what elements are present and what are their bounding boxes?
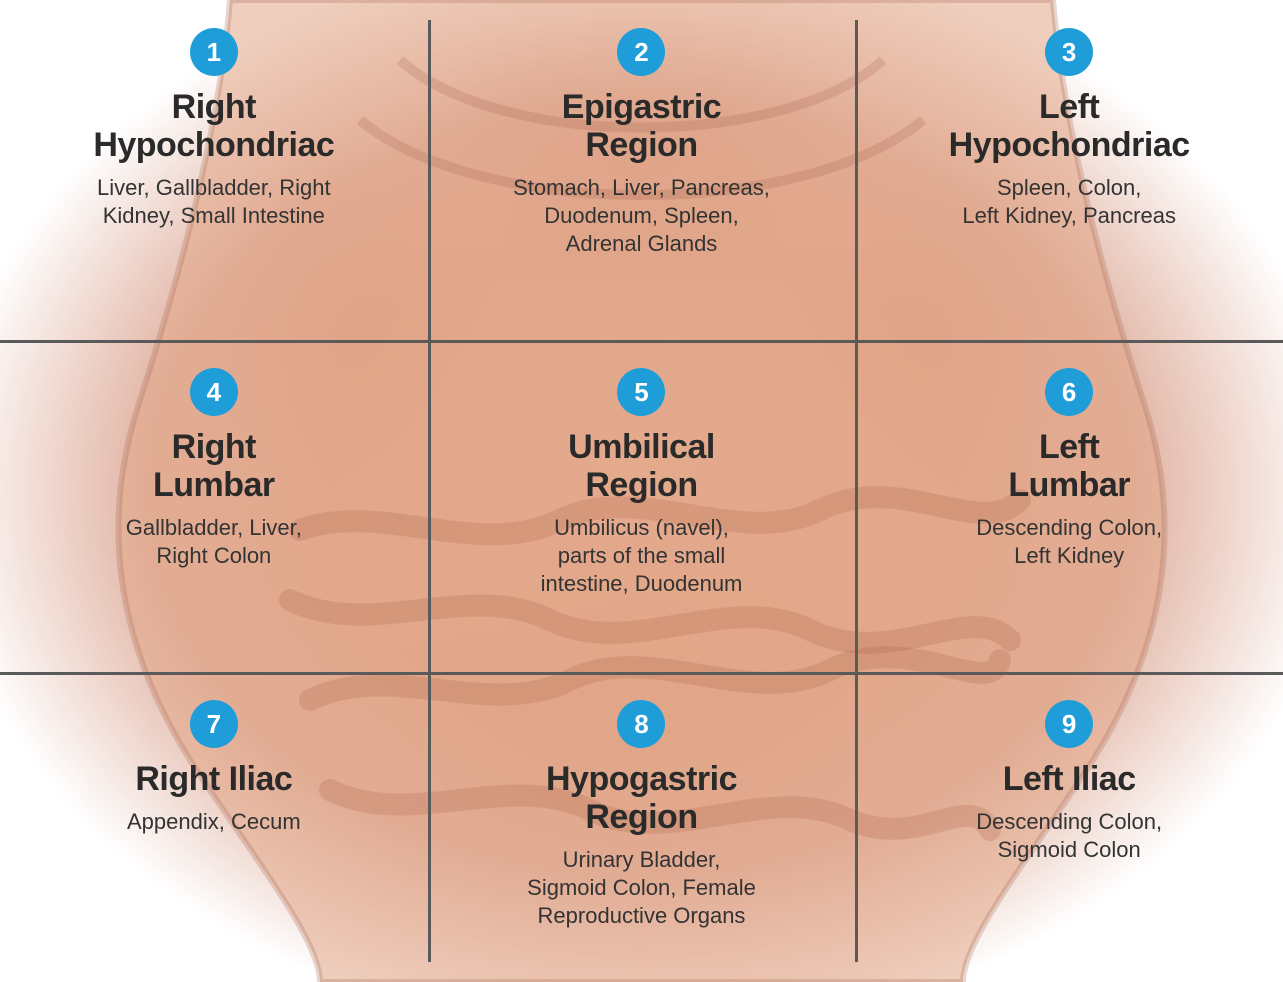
regions-grid: 1 Right Hypochondriac Liver, Gallbladder… bbox=[0, 0, 1283, 982]
region-title: Right Hypochondriac bbox=[93, 88, 334, 164]
region-hypogastric: 8 Hypogastric Region Urinary Bladder, Si… bbox=[428, 672, 856, 982]
region-badge: 7 bbox=[190, 700, 238, 748]
region-badge: 5 bbox=[617, 368, 665, 416]
region-badge: 8 bbox=[617, 700, 665, 748]
region-title: Right Lumbar bbox=[153, 428, 275, 504]
region-left-iliac: 9 Left Iliac Descending Colon, Sigmoid C… bbox=[855, 672, 1283, 982]
region-badge: 6 bbox=[1045, 368, 1093, 416]
region-organs: Spleen, Colon, Left Kidney, Pancreas bbox=[962, 174, 1176, 230]
region-badge: 3 bbox=[1045, 28, 1093, 76]
region-title: Left Lumbar bbox=[1008, 428, 1130, 504]
region-title: Left Hypochondriac bbox=[949, 88, 1190, 164]
region-organs: Urinary Bladder, Sigmoid Colon, Female R… bbox=[527, 846, 756, 930]
region-umbilical: 5 Umbilical Region Umbilicus (navel), pa… bbox=[428, 340, 856, 672]
region-organs: Liver, Gallbladder, Right Kidney, Small … bbox=[97, 174, 331, 230]
region-badge: 2 bbox=[617, 28, 665, 76]
region-epigastric: 2 Epigastric Region Stomach, Liver, Panc… bbox=[428, 0, 856, 340]
region-organs: Descending Colon, Sigmoid Colon bbox=[976, 808, 1162, 864]
region-left-lumbar: 6 Left Lumbar Descending Colon, Left Kid… bbox=[855, 340, 1283, 672]
region-right-lumbar: 4 Right Lumbar Gallbladder, Liver, Right… bbox=[0, 340, 428, 672]
region-organs: Descending Colon, Left Kidney bbox=[976, 514, 1162, 570]
region-title: Left Iliac bbox=[1003, 760, 1136, 798]
region-title: Umbilical Region bbox=[568, 428, 715, 504]
region-organs: Appendix, Cecum bbox=[127, 808, 301, 836]
region-organs: Stomach, Liver, Pancreas, Duodenum, Sple… bbox=[513, 174, 770, 258]
region-badge: 9 bbox=[1045, 700, 1093, 748]
region-title: Right Iliac bbox=[135, 760, 292, 798]
region-badge: 1 bbox=[190, 28, 238, 76]
region-organs: Gallbladder, Liver, Right Colon bbox=[126, 514, 302, 570]
region-organs: Umbilicus (navel), parts of the small in… bbox=[541, 514, 743, 598]
region-right-hypochondriac: 1 Right Hypochondriac Liver, Gallbladder… bbox=[0, 0, 428, 340]
region-left-hypochondriac: 3 Left Hypochondriac Spleen, Colon, Left… bbox=[855, 0, 1283, 340]
region-right-iliac: 7 Right Iliac Appendix, Cecum bbox=[0, 672, 428, 982]
region-title: Hypogastric Region bbox=[546, 760, 737, 836]
region-title: Epigastric Region bbox=[562, 88, 721, 164]
region-badge: 4 bbox=[190, 368, 238, 416]
